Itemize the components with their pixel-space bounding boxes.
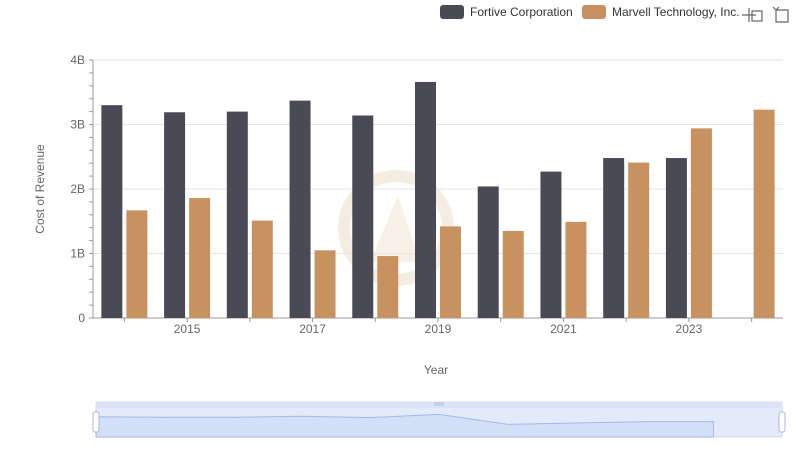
legend-swatch xyxy=(582,5,606,19)
y-tick-label: 1B xyxy=(70,247,85,261)
bar-fortive-2019[interactable] xyxy=(415,81,436,319)
legend-item-fortive[interactable]: Fortive Corporation xyxy=(440,5,573,19)
bar-fortive-2020[interactable] xyxy=(477,186,499,318)
bar-marvell-2019[interactable] xyxy=(440,226,461,318)
zoom-preview-area xyxy=(95,413,714,438)
bar-marvell-2022[interactable] xyxy=(628,162,650,318)
data-zoom-slider[interactable] xyxy=(92,401,786,438)
legend-item-marvell[interactable]: Marvell Technology, Inc. xyxy=(582,5,740,19)
axes: 0 1B 2B 3B 4B 2015 2017 2019 2021 2023 xyxy=(70,53,783,336)
restore-icon[interactable] xyxy=(772,6,789,23)
bar-marvell-2021[interactable] xyxy=(565,221,587,318)
zoom-icon[interactable] xyxy=(742,8,763,22)
x-tick-label: 2023 xyxy=(676,322,703,336)
bar-marvell-2024[interactable] xyxy=(753,109,775,318)
legend-label: Fortive Corporation xyxy=(470,5,573,19)
bar-marvell-2016[interactable] xyxy=(251,220,273,318)
bar-fortive-2023[interactable] xyxy=(665,158,687,318)
bar-marvell-2014[interactable] xyxy=(126,210,148,318)
legend-label: Marvell Technology, Inc. xyxy=(612,5,740,19)
zoom-handle-left[interactable] xyxy=(92,411,100,433)
y-tick-label: 3B xyxy=(70,118,85,132)
zoom-selection[interactable] xyxy=(96,408,782,437)
x-tick-label: 2019 xyxy=(425,322,452,336)
bar-fortive-2018[interactable] xyxy=(352,115,374,318)
bar-marvell-2018[interactable] xyxy=(377,256,399,318)
y-tick-label: 4B xyxy=(70,53,85,67)
bar-fortive-2017[interactable] xyxy=(289,100,311,318)
bar-marvell-2017[interactable] xyxy=(314,250,336,318)
bar-fortive-2014[interactable] xyxy=(101,105,123,319)
x-tick-label: 2017 xyxy=(299,322,326,336)
legend[interactable]: Fortive Corporation Marvell Technology, I… xyxy=(440,5,740,19)
y-tick-label: 0 xyxy=(78,311,85,325)
zoom-drag-grip[interactable] xyxy=(434,402,444,406)
watermark-mark xyxy=(370,196,420,262)
x-axis-title: Year xyxy=(424,363,448,377)
bar-marvell-2015[interactable] xyxy=(189,198,211,318)
zoom-handle-right[interactable] xyxy=(778,411,786,433)
y-tick-label: 2B xyxy=(70,182,85,196)
bar-fortive-2016[interactable] xyxy=(226,111,248,318)
bar-fortive-2015[interactable] xyxy=(164,112,186,319)
bar-fortive-2021[interactable] xyxy=(540,171,562,318)
x-tick-label: 2021 xyxy=(550,322,577,336)
legend-swatch xyxy=(440,5,464,19)
bar-marvell-2020[interactable] xyxy=(502,230,524,318)
bars xyxy=(101,81,775,319)
bar-fortive-2022[interactable] xyxy=(603,158,625,318)
y-axis-title: Cost of Revenue xyxy=(33,144,47,234)
toolbar[interactable] xyxy=(742,6,789,23)
x-tick-label: 2015 xyxy=(174,322,201,336)
bar-marvell-2023[interactable] xyxy=(690,128,712,318)
